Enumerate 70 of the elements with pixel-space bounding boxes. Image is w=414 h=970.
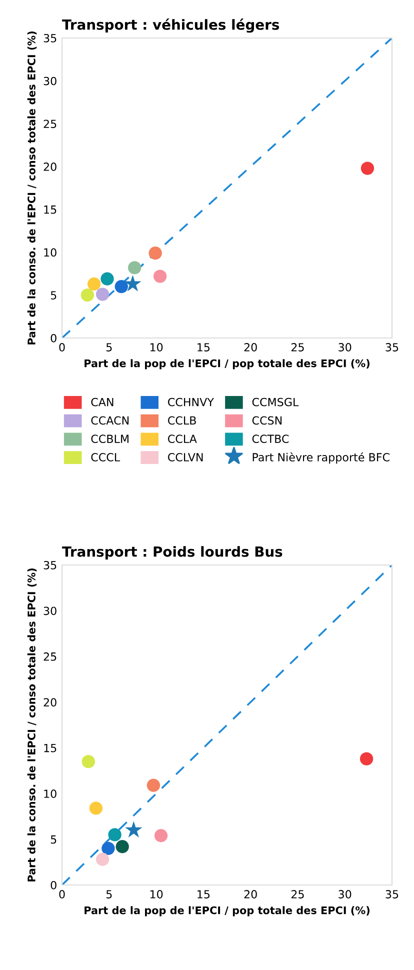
y-tick-label: 0: [50, 334, 56, 342]
point: [153, 270, 167, 283]
legend-label: CCACN: [91, 416, 129, 425]
x-tick-label: 25: [291, 890, 304, 898]
y-axis-title: Part de la conso. de l'EPCI / conso totale des EPCI (%): [27, 568, 37, 882]
x-tick-label: 10: [150, 343, 163, 352]
point: [124, 274, 142, 292]
x-axis-title: Part de la pop de l'EPCI / pop totale des EPCI (%): [84, 906, 370, 916]
point: [89, 802, 103, 815]
legend-label: CCLA: [168, 434, 197, 444]
point: [87, 277, 101, 291]
point: [96, 288, 110, 301]
point: [360, 162, 374, 175]
y-tick-label: 20: [44, 698, 56, 707]
legend-label: Part Nièvre rapporté BFC: [252, 452, 390, 464]
legend-label: CCCL: [91, 453, 120, 462]
y-tick-label: 30: [44, 76, 56, 86]
x-axis-title: Part de la pop de l'EPCI / pop totale des EPCI (%): [84, 359, 370, 370]
point: [102, 842, 115, 856]
x-tick-label: 35: [386, 343, 398, 352]
point: [108, 828, 122, 842]
x-tick-label: 30: [338, 343, 352, 352]
y-tick-label: 0: [50, 880, 56, 890]
chart-title: Transport : Poids lourds Bus: [62, 546, 282, 560]
x-tick-label: 20: [244, 890, 257, 898]
chart-title: Transport : véhicules légers: [62, 18, 280, 33]
y-tick-label: 35: [44, 560, 56, 570]
legend-label: CCLB: [168, 416, 196, 425]
x-tick-label: 0: [59, 343, 65, 352]
y-tick-label: 20: [44, 162, 56, 171]
y-tick-label: 30: [44, 606, 56, 616]
y-tick-label: 35: [44, 34, 56, 42]
point: [116, 840, 129, 854]
point: [114, 280, 128, 294]
x-tick-label: 20: [244, 343, 257, 352]
x-tick-label: 10: [150, 890, 163, 898]
y-tick-label: 5: [50, 835, 56, 844]
x-tick-label: 15: [198, 890, 210, 898]
x-tick-label: 35: [386, 890, 398, 898]
point: [360, 752, 374, 766]
point: [96, 852, 110, 866]
y-tick-label: 10: [44, 248, 56, 257]
y-axis-title: Part de la conso. de l'EPCI / conso totale des EPCI (%): [27, 32, 37, 344]
point: [100, 272, 114, 286]
y-tick-label: 25: [44, 120, 56, 128]
y-tick-label: 15: [44, 206, 56, 214]
x-tick-label: 15: [198, 343, 210, 352]
legend-label: CCMSGL: [252, 398, 299, 406]
x-tick-label: 5: [106, 890, 112, 898]
point: [146, 778, 160, 792]
point: [128, 261, 142, 274]
point: [148, 246, 162, 260]
y-tick-label: 15: [44, 744, 56, 752]
point: [80, 288, 94, 302]
x-tick-label: 5: [106, 343, 112, 352]
y-tick-label: 25: [44, 652, 56, 661]
x-tick-label: 0: [59, 890, 65, 898]
y-tick-label: 5: [50, 291, 56, 300]
legend-label: CCSN: [252, 416, 282, 425]
point: [125, 821, 142, 838]
legend-label: CAN: [91, 398, 114, 406]
legend-label: CCBLM: [91, 434, 128, 444]
x-tick-label: 25: [291, 343, 304, 352]
legend-label: CCHNVY: [168, 398, 214, 406]
point: [82, 754, 95, 768]
legend-label: CCTBC: [252, 434, 289, 444]
y-tick-label: 10: [44, 790, 56, 798]
point: [154, 829, 168, 842]
legend-label: CCLVN: [168, 453, 203, 462]
x-tick-label: 30: [338, 890, 352, 898]
